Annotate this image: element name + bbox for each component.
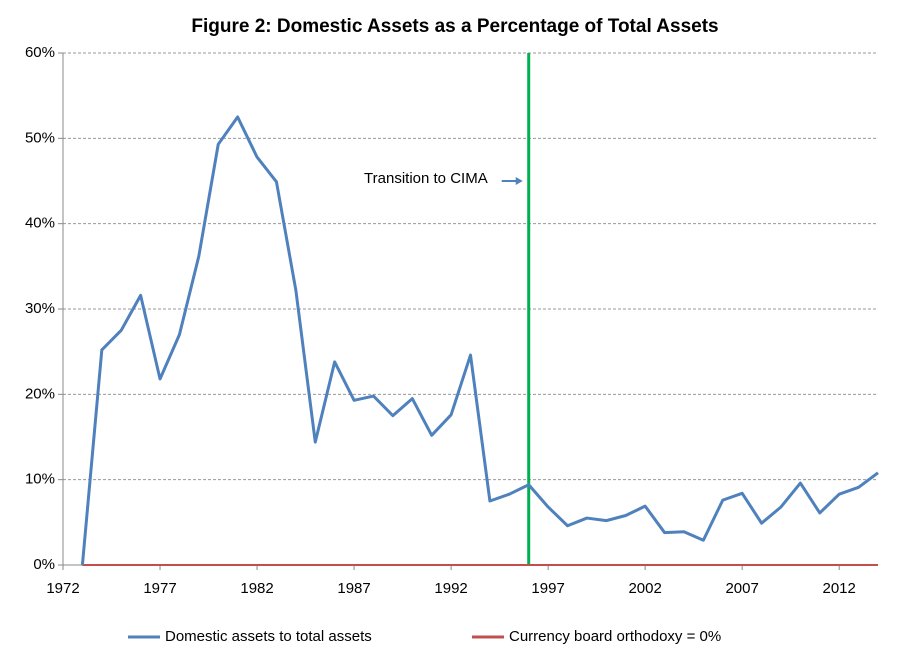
chart-title: Figure 2: Domestic Assets as a Percentag… [191, 16, 718, 37]
legend-label: Currency board orthodoxy = 0% [509, 628, 721, 645]
y-tick-label: 60% [25, 44, 55, 61]
x-tick-label: 1977 [143, 580, 176, 597]
x-tick-label: 1992 [434, 580, 467, 597]
y-tick-label: 50% [25, 129, 55, 146]
y-tick-label: 20% [25, 385, 55, 402]
annotation: Transition to CIMA [364, 170, 488, 187]
x-tick-label: 2002 [628, 580, 661, 597]
y-tick-label: 40% [25, 215, 55, 232]
x-tick-label: 1972 [46, 580, 79, 597]
x-tick-label: 1982 [240, 580, 273, 597]
y-tick-label: 30% [25, 300, 55, 317]
annotation-arrowhead [515, 177, 523, 185]
series-line [80, 115, 879, 566]
legend-label: Domestic assets to total assets [165, 628, 372, 645]
x-tick-label: 1997 [531, 580, 564, 597]
y-tick-label: 0% [33, 556, 55, 573]
y-tick-label: 10% [25, 471, 55, 488]
x-tick-label: 2012 [823, 580, 856, 597]
x-tick-label: 2007 [725, 580, 758, 597]
x-tick-label: 1987 [337, 580, 370, 597]
